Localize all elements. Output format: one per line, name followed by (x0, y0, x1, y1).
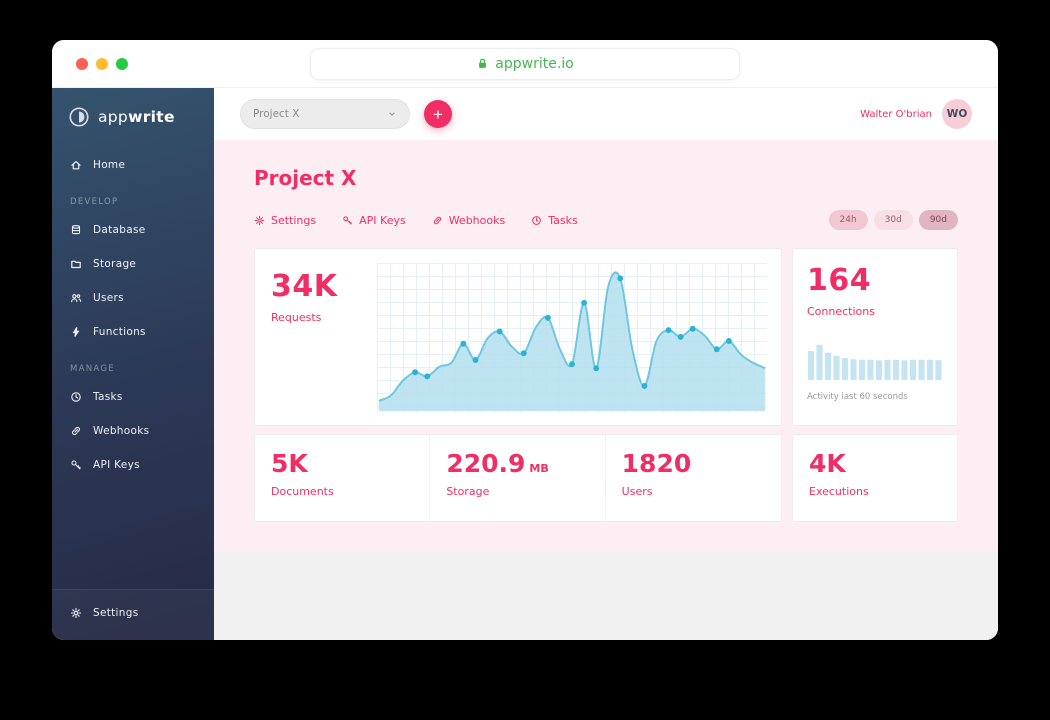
sidebar-item-api-keys[interactable]: API Keys (52, 448, 214, 482)
documents-stat: 5K Documents (255, 435, 431, 521)
storage-stat: 220.9 MB Storage (430, 435, 606, 521)
requests-card: 34K Requests (254, 248, 782, 426)
sidebar-item-label: Tasks (93, 391, 123, 403)
tabs-row: Settings API Keys Webhooks (254, 210, 958, 230)
storage-value: 220.9 MB (446, 449, 549, 478)
sidebar-item-database[interactable]: Database (52, 213, 214, 247)
sidebar-nav: Home DEVELOP Database Storage (52, 144, 214, 589)
users-icon (71, 294, 82, 303)
sidebar-item-label: Database (93, 224, 146, 236)
sidebar-item-label: Settings (93, 607, 139, 619)
url-text: appwrite.io (495, 55, 574, 72)
project-select-value: Project X (253, 108, 300, 120)
link-icon (72, 426, 80, 436)
sidebar-section-manage: MANAGE (70, 364, 115, 374)
range-30d[interactable]: 30d (873, 210, 913, 230)
sidebar-section-develop: DEVELOP (70, 197, 119, 207)
tab-label: Tasks (548, 213, 578, 227)
documents-value: 5K (271, 449, 308, 478)
gear-icon (254, 215, 265, 225)
topbar: Project X + Walter O'brian WO (214, 88, 998, 140)
page-title: Project X (254, 166, 357, 190)
requests-chart-area (377, 263, 767, 413)
avatar[interactable]: WO (942, 99, 972, 129)
sidebar-item-users[interactable]: Users (52, 281, 214, 315)
range-toggle: 24h 30d 90d (828, 210, 958, 230)
connections-chart-area (807, 334, 943, 380)
content-filler (214, 552, 998, 640)
sidebar-footer: Settings (52, 589, 214, 640)
storage-icon (71, 260, 81, 269)
clock-icon (71, 392, 81, 402)
sidebar-item-label: API Keys (93, 459, 140, 471)
connections-card: 164 Connections Activity last 60 seconds (792, 248, 958, 426)
range-90d[interactable]: 90d (918, 210, 958, 230)
executions-value: 4K (809, 449, 846, 478)
users-label: Users (621, 485, 653, 498)
sidebar-item-storage[interactable]: Storage (52, 247, 214, 281)
main-area: Project X + Walter O'brian WO Project X (214, 88, 998, 640)
home-icon (71, 161, 81, 170)
key-icon (343, 215, 352, 225)
connections-chart (807, 344, 942, 380)
sidebar: appwrite Home DEVELOP Database (52, 88, 214, 640)
sidebar-item-label: Storage (93, 258, 137, 270)
appwrite-logo-icon (69, 107, 89, 127)
link-icon (433, 216, 441, 224)
key-icon (71, 460, 81, 470)
tab-label: Webhooks (448, 213, 506, 227)
browser-window: appwrite.io appwrite Home DEVELOP (52, 40, 998, 640)
stats-card: 5K Documents 220.9 MB Storage 1820 Users (254, 434, 782, 522)
minimize-window-button[interactable] (96, 58, 108, 70)
sidebar-item-settings[interactable]: Settings (52, 596, 214, 630)
sidebar-item-functions[interactable]: Functions (52, 315, 214, 349)
tab-settings[interactable]: Settings (254, 214, 316, 227)
lock-icon (479, 58, 487, 68)
sidebar-item-label: Functions (93, 326, 146, 338)
tab-webhooks[interactable]: Webhooks (432, 213, 506, 227)
connections-label: Connections (807, 305, 875, 318)
chevron-down-icon (389, 112, 395, 116)
tab-api-keys[interactable]: API Keys (342, 214, 406, 227)
executions-label: Executions (809, 485, 869, 498)
topbar-right: Walter O'brian WO (860, 99, 972, 129)
connections-caption: Activity last 60 seconds (807, 392, 908, 402)
sidebar-item-home[interactable]: Home (52, 148, 214, 182)
range-24h[interactable]: 24h (828, 210, 868, 230)
connections-value: 164 (807, 263, 872, 298)
clock-icon (532, 215, 542, 225)
appwrite-logo: appwrite (52, 88, 214, 144)
tab-tasks[interactable]: Tasks (531, 213, 578, 227)
traffic-lights (76, 58, 128, 70)
users-stat: 1820 Users (606, 435, 781, 521)
dashboard-content: Project X Settings API Keys (214, 140, 998, 552)
storage-unit: MB (529, 462, 549, 475)
maximize-window-button[interactable] (116, 58, 128, 70)
requests-label: Requests (271, 311, 322, 324)
users-value: 1820 (621, 449, 692, 478)
gear-icon (70, 607, 82, 619)
tab-label: Settings (271, 213, 317, 227)
browser-titlebar: appwrite.io (52, 40, 998, 88)
project-select[interactable]: Project X (240, 99, 410, 129)
requests-chart (378, 271, 766, 411)
documents-label: Documents (271, 485, 334, 498)
requests-value: 34K (271, 269, 338, 304)
user-name: Walter O'brian (860, 108, 932, 120)
sidebar-item-label: Users (93, 292, 124, 304)
sidebar-item-label: Webhooks (93, 425, 150, 437)
address-bar[interactable]: appwrite.io (310, 47, 740, 80)
sidebar-item-webhooks[interactable]: Webhooks (52, 414, 214, 448)
sidebar-item-tasks[interactable]: Tasks (52, 380, 214, 414)
executions-card: 4K Executions (792, 434, 958, 522)
lightning-icon (72, 327, 80, 337)
cards-grid: 34K Requests 164 Connections (254, 248, 958, 522)
close-window-button[interactable] (76, 58, 88, 70)
tab-label: API Keys (359, 213, 406, 227)
appwrite-logo-text: appwrite (98, 108, 175, 126)
sidebar-item-label: Home (93, 159, 126, 171)
add-project-button[interactable]: + (424, 100, 452, 128)
storage-label: Storage (446, 485, 490, 498)
database-icon (71, 225, 81, 235)
